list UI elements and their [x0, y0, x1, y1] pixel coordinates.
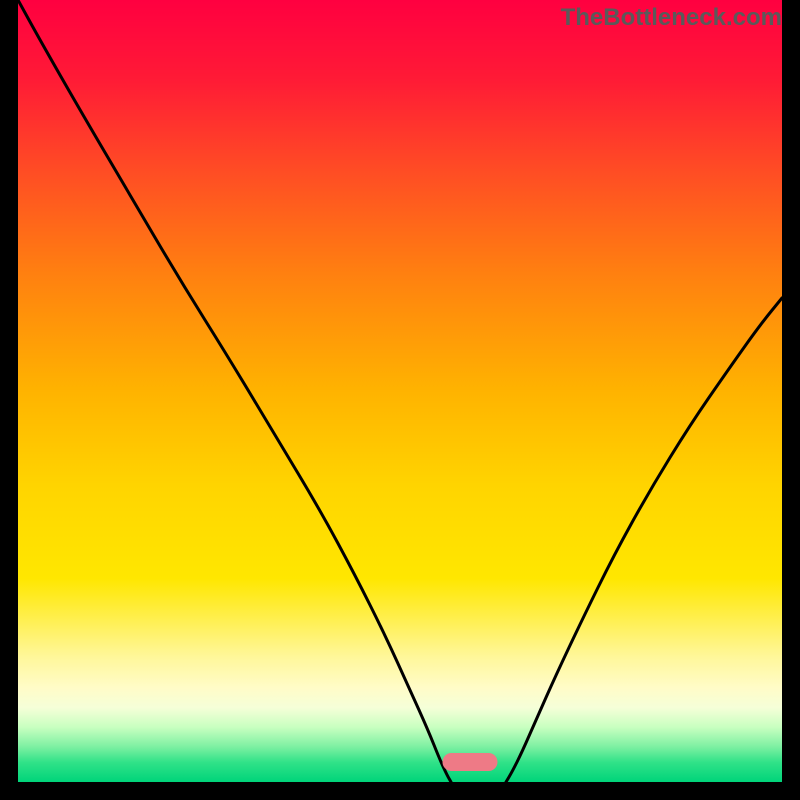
- plot-area: [18, 0, 782, 782]
- bottleneck-curve: [18, 0, 782, 782]
- optimal-marker: [443, 753, 498, 771]
- curve-right-branch: [506, 298, 782, 782]
- watermark-text: TheBottleneck.com: [561, 4, 782, 32]
- curve-left-branch: [18, 0, 451, 782]
